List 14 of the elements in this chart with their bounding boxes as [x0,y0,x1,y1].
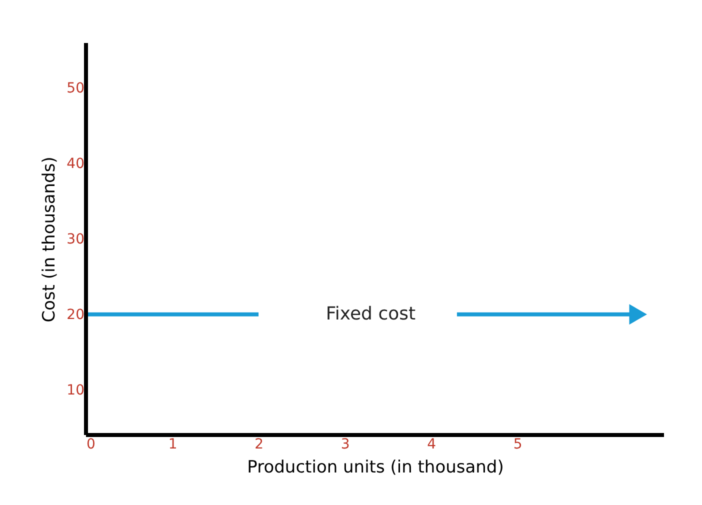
annotation: Fixed cost [326,303,416,324]
y-tick-label: 40 [66,156,84,172]
y-tick-label: 30 [66,232,84,248]
x-tick-label: 1 [168,436,178,452]
x-tick-label: 4 [427,436,436,452]
x-tick-label: 2 [254,436,264,452]
y-tick-label: 10 [66,382,84,398]
x-tick-label: 0 [86,436,96,452]
y-axis-title: Cost (in thousands) [40,156,60,322]
x-axis-title: Production units (in thousand) [247,458,504,478]
y-tick-label: 20 [66,306,84,323]
x-tick-label: 5 [513,436,522,452]
x-tick-label: 3 [340,436,350,452]
y-tick-label: 50 [66,80,84,97]
